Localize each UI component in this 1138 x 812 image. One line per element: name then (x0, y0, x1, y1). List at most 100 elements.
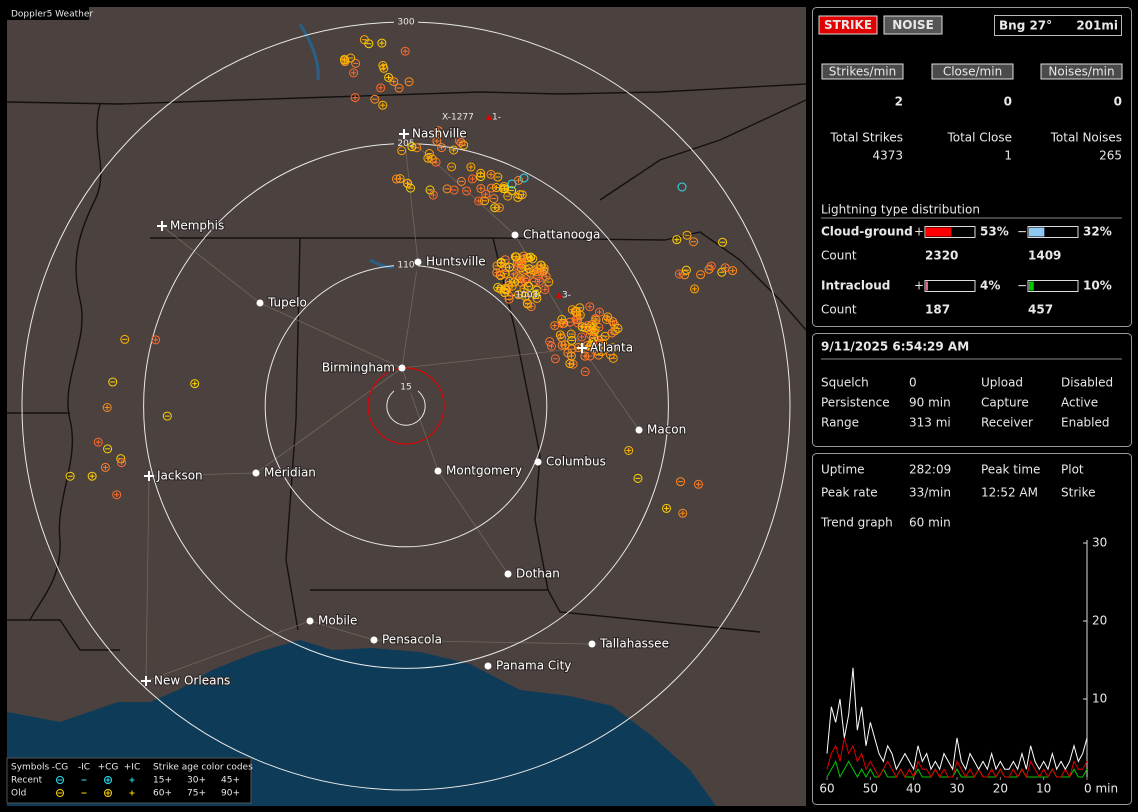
strike-symbol (580, 367, 590, 377)
strike-ring (504, 291, 514, 301)
field-label: Peak time (981, 463, 1040, 477)
strike-ring (557, 314, 567, 324)
symbol-legend: Symbols -CG -IC +CG +IC Strike age color code… (6, 757, 253, 804)
strike-symbol (350, 93, 360, 103)
strike-symbol (545, 337, 555, 347)
strike-ring (586, 341, 596, 351)
cell-id: X-1277 (442, 113, 474, 123)
strike-ring (678, 508, 688, 518)
strike-symbol (590, 314, 600, 324)
title-bg (7, 7, 89, 20)
field-value: Active (1061, 396, 1098, 410)
strike-symbol (467, 174, 477, 184)
field-label: Peak rate (821, 486, 878, 500)
rate-value: 0 (1114, 95, 1122, 109)
strike-ring (87, 471, 97, 481)
strike-symbol (597, 346, 607, 356)
settings-panel (812, 333, 1132, 447)
field-value: 33/min (909, 486, 951, 500)
strike-symbol (407, 142, 417, 152)
type-name: Intracloud (821, 279, 890, 293)
legend-symbol (56, 789, 64, 797)
field-value: 313 mi (909, 416, 951, 430)
strike-ring (595, 338, 605, 348)
ring-label: 205 (397, 139, 414, 149)
strike-ring (349, 68, 359, 78)
strike-ring (672, 235, 682, 245)
strike-ring (428, 190, 438, 200)
strike-symbol (108, 377, 118, 387)
strike-ring (526, 268, 536, 278)
legend-row-label: Old (11, 789, 26, 799)
mode-button[interactable] (883, 15, 943, 35)
strike-symbol (481, 189, 491, 199)
legend-symbol (56, 776, 64, 784)
city-name: Atlanta (590, 341, 633, 355)
radar-map[interactable]: 300 205 110 15 Nashville Memphis Chattanooga H… (7, 7, 806, 806)
bar-frame (1027, 280, 1079, 292)
mode-button-label[interactable]: STRIKE (824, 18, 872, 32)
city-name: Tupelo (267, 296, 307, 310)
legend-type: +CG (98, 763, 119, 773)
x-tick-label: 40 (906, 782, 921, 796)
strike-ring (102, 402, 112, 412)
mode-button[interactable] (818, 15, 878, 35)
strike-symbol (514, 290, 524, 300)
strike-ring (696, 270, 706, 280)
stats: Uptime 282:09 Peak time Plot Peak rate 33/min… (820, 463, 1096, 530)
airport-icon (141, 676, 151, 686)
strike-ring (447, 162, 457, 172)
strike-symbol (117, 458, 127, 468)
strike-ring (595, 307, 605, 317)
percent-bar (1029, 281, 1034, 291)
mode-button-label[interactable]: NOISE (892, 18, 934, 32)
field-label: 12:52 AM (981, 486, 1038, 500)
strike-ring (370, 94, 380, 104)
strike-ring (585, 342, 595, 352)
strike-symbol (728, 266, 738, 276)
airport-icon (399, 129, 409, 139)
strike-symbol (513, 192, 523, 202)
strike-ring (534, 276, 544, 286)
strike-ring (376, 83, 386, 93)
strike-ring (507, 179, 517, 189)
sign: − (1017, 225, 1027, 239)
city-name: Dothan (516, 567, 560, 581)
strike-ring (407, 142, 417, 152)
airport-icon (144, 471, 154, 481)
strike-symbol (534, 276, 544, 286)
strike-ring (449, 145, 459, 155)
strike-ring (661, 503, 671, 513)
strike-ring (676, 477, 686, 487)
strike-symbol (682, 230, 692, 240)
strike-symbol (590, 325, 600, 335)
strike-symbol (120, 334, 130, 344)
strike-ring (689, 237, 699, 247)
strike-ring (379, 63, 389, 73)
x-tick-label: 60 (819, 782, 834, 796)
strike-symbol (480, 196, 490, 206)
legend-type: -IC (78, 763, 90, 773)
rate-value: 0 (1004, 95, 1012, 109)
strike-markers (65, 35, 738, 518)
legend-box (6, 757, 252, 804)
strike-symbol (376, 83, 386, 93)
distance: 201mi (1076, 19, 1118, 33)
x-tick-label: 30 (949, 782, 964, 796)
field-value: 282:09 (909, 463, 951, 477)
strike-ring (486, 183, 496, 193)
field-label: Upload (981, 376, 1023, 390)
strike-ring (532, 264, 542, 274)
count-label: Count (821, 249, 857, 263)
rate-label-bg (1040, 63, 1123, 80)
strike-ring (103, 444, 113, 454)
city-dot (588, 640, 596, 648)
cell-count: 3- (562, 291, 571, 301)
strike-ring (517, 190, 527, 200)
cell-arrow (486, 114, 492, 120)
field-value: 60 min (909, 516, 951, 530)
strike-ring (545, 337, 555, 347)
strike-ring (566, 329, 576, 339)
total-label: Total Strikes (829, 131, 903, 145)
strike-symbol (476, 168, 486, 178)
